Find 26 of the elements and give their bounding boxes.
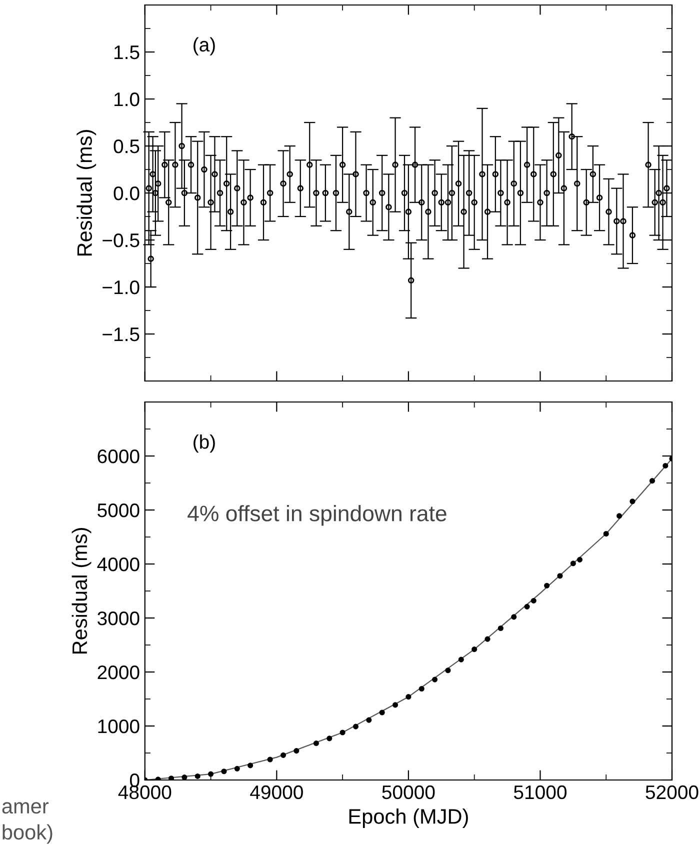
annotation: 4% offset in spindown rate xyxy=(188,505,446,526)
y-tick-label: 1000 xyxy=(98,719,140,734)
x-axis-title: Epoch (MJD) xyxy=(349,808,468,828)
y-axis-title: Residual (ms) xyxy=(76,130,96,256)
y-tick-label: 5000 xyxy=(98,503,140,518)
y-axis-title: Residual (ms) xyxy=(72,528,92,654)
y-tick-label: −1.0 xyxy=(102,280,140,294)
text: book) xyxy=(2,824,52,844)
y-tick-label: −1.5 xyxy=(102,328,140,342)
x-tick-label: 49000 xyxy=(250,785,303,800)
y-tick-label: 1.5 xyxy=(114,46,140,60)
x-tick-label: 50000 xyxy=(382,785,435,800)
x-tick-label: 51000 xyxy=(514,785,566,800)
y-tick-label: −0.5 xyxy=(102,233,140,248)
annotation: (a) xyxy=(194,37,215,56)
text: amer xyxy=(2,802,49,814)
y-tick-label: 2000 xyxy=(98,665,140,680)
y-tick-label: 0.0 xyxy=(114,186,140,200)
y-tick-label: 3000 xyxy=(98,611,140,626)
y-tick-label: 0.5 xyxy=(114,139,140,154)
y-tick-label: 1.0 xyxy=(114,92,140,106)
x-tick-label: 48000 xyxy=(118,785,172,800)
y-tick-label: 4000 xyxy=(97,557,140,572)
y-tick-label: 6000 xyxy=(98,449,140,464)
annotation: (b) xyxy=(194,434,215,453)
x-tick-label: 52000 xyxy=(646,785,698,800)
